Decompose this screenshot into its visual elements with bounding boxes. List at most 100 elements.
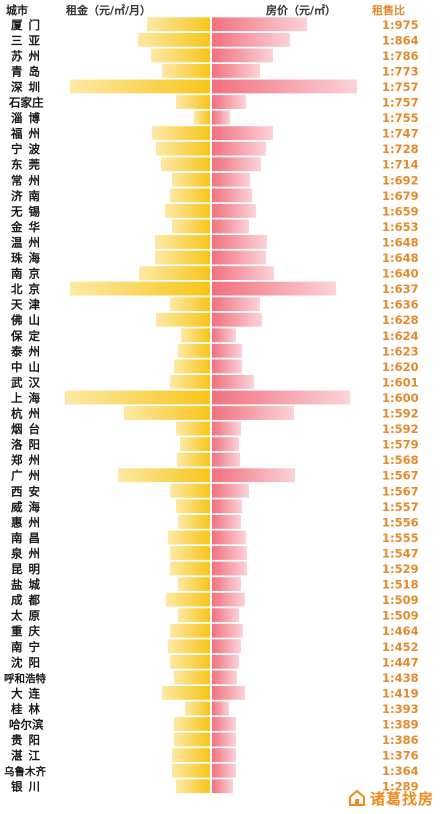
rent-bar (165, 203, 210, 218)
city-label: 青岛 (11, 64, 46, 78)
rent-bar (170, 297, 210, 312)
rent-bar (172, 172, 210, 187)
ratio-label: 1:653 (382, 220, 419, 234)
price-bar (212, 421, 241, 436)
price-bar (212, 701, 229, 716)
price-bar (212, 514, 241, 529)
price-bar (212, 561, 247, 576)
price-bar (212, 172, 250, 187)
price-bar (212, 717, 236, 731)
city-label: 保定 (10, 329, 46, 343)
ratio-label: 1:659 (382, 204, 419, 218)
price-bar (212, 188, 252, 203)
city-label: 西安 (11, 484, 46, 498)
city-label: 郑州 (11, 453, 46, 467)
rent-bar (70, 281, 210, 296)
ratio-label: 1:389 (382, 718, 419, 732)
price-bar (212, 281, 336, 296)
rent-bar (168, 639, 210, 654)
city-label: 太原 (10, 609, 46, 623)
ratio-label: 1:556 (382, 515, 419, 529)
ratio-label: 1:509 (382, 609, 419, 623)
ratio-label: 1:567 (382, 484, 419, 498)
ratio-label: 1:555 (382, 531, 419, 545)
city-label: 成都 (11, 593, 46, 607)
header-price: 房价（元/㎡） (266, 4, 337, 17)
rent-bar (178, 343, 210, 358)
rent-bar (178, 608, 210, 623)
rent-bar (172, 748, 210, 763)
rent-bar (174, 717, 210, 731)
city-label: 呼和浩特 (4, 672, 46, 685)
city-label: 泰州 (10, 344, 46, 358)
ratio-label: 1:714 (382, 158, 419, 172)
price-bar (212, 359, 242, 374)
city-label: 珠海 (11, 251, 46, 265)
rent-bar (162, 686, 210, 700)
rent-bar (170, 375, 210, 389)
city-label: 洛阳 (11, 438, 46, 452)
city-label: 南宁 (11, 640, 46, 654)
ratio-label: 1:567 (382, 469, 419, 483)
rent-bar (170, 654, 210, 669)
price-bar (212, 530, 246, 545)
city-label: 湛江 (11, 749, 46, 763)
rent-bar (172, 219, 210, 234)
ratio-label: 1:547 (382, 546, 419, 560)
price-bar (212, 343, 242, 358)
city-label: 宁波 (11, 142, 46, 156)
ratio-label: 1:757 (382, 80, 419, 94)
price-bar (212, 499, 242, 514)
city-label: 烟台 (11, 422, 46, 436)
header-ratio: 租售比 (372, 4, 405, 17)
price-bar (212, 763, 236, 778)
price-bar (212, 390, 350, 405)
price-bar (212, 312, 262, 327)
rent-bar (170, 623, 210, 638)
city-label: 金华 (10, 220, 46, 234)
ratio-label: 1:452 (382, 640, 419, 654)
city-label: 无锡 (10, 204, 46, 218)
rent-bar (152, 126, 210, 141)
price-bar (212, 219, 249, 234)
rent-bar (176, 499, 210, 514)
city-label: 苏州 (11, 49, 46, 63)
price-bar (212, 203, 256, 218)
price-bar (212, 95, 246, 109)
rent-bar (176, 421, 210, 436)
ratio-label: 1:579 (382, 438, 419, 452)
city-label: 石家庄 (8, 96, 44, 110)
city-label: 广州 (11, 469, 46, 483)
price-bar (212, 608, 239, 623)
ratio-label: 1:637 (382, 282, 419, 296)
city-label: 深圳 (11, 80, 46, 94)
price-bar (212, 483, 249, 498)
ratio-label: 1:592 (382, 422, 419, 436)
ratio-label: 1:386 (382, 733, 419, 747)
price-bar (212, 779, 233, 794)
city-label: 南京 (11, 267, 46, 281)
rent-bar (161, 157, 210, 172)
price-bar (212, 732, 236, 747)
ratio-label: 1:864 (382, 33, 419, 47)
city-label: 昆明 (11, 562, 46, 576)
city-label: 哈尔滨 (9, 718, 44, 732)
city-label: 沈阳 (11, 655, 46, 669)
city-label: 桂林 (10, 702, 46, 716)
city-label: 厦门 (11, 18, 46, 32)
price-bar (212, 546, 247, 560)
city-label: 南昌 (11, 531, 46, 545)
city-label: 大连 (11, 686, 46, 700)
price-bar (212, 110, 230, 125)
rent-bar (172, 763, 210, 778)
header-city: 城市 (6, 4, 28, 17)
ratio-label: 1:679 (382, 189, 419, 203)
rent-bar (151, 48, 210, 63)
ratio-label: 1:624 (382, 329, 419, 343)
price-bar (212, 437, 239, 452)
rent-bar (174, 732, 210, 747)
rent-bar (177, 452, 210, 467)
price-bar (212, 32, 290, 47)
ratio-label: 1:518 (382, 578, 419, 592)
